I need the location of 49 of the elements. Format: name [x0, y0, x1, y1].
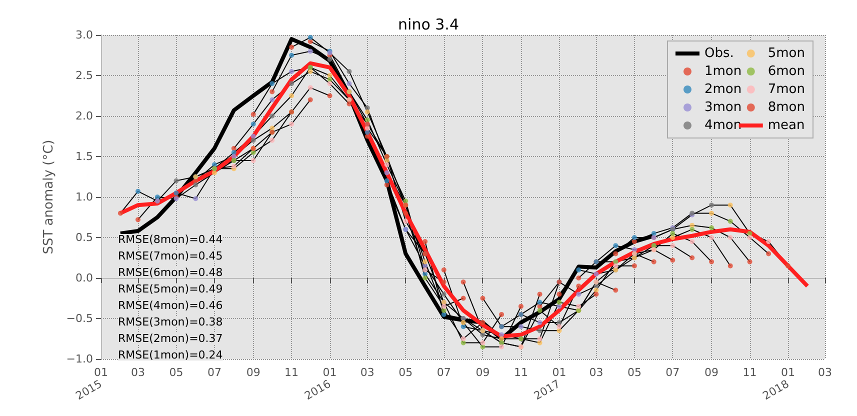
y-tick-label: 2.0 — [76, 110, 93, 122]
annotation: RMSE(6mon)=0.48 — [118, 266, 223, 279]
x-tick-label: 01 — [781, 366, 796, 379]
legend-label: 2mon — [704, 82, 742, 97]
x-tick-label: 01 — [552, 366, 566, 379]
x-tick-label: 07 — [436, 366, 451, 379]
x-tick-label: 03 — [589, 366, 604, 379]
x-tick-label: 09 — [704, 366, 719, 379]
x-tick-label: 03 — [360, 366, 374, 379]
y-tick-label: −1.0 — [66, 352, 93, 366]
x-tick-label: 09 — [246, 366, 260, 379]
y-tick-label: 2.5 — [76, 69, 93, 82]
legend-label: mean — [768, 118, 805, 133]
y-tick-label: 3.0 — [76, 28, 93, 42]
annotation: RMSE(7mon)=0.45 — [118, 250, 223, 262]
x-tick-label: 11 — [514, 366, 528, 379]
x-tick-label: 05 — [627, 366, 642, 379]
x-tick-label: 11 — [742, 366, 757, 379]
legend-label: Obs. — [704, 46, 734, 61]
legend-label: 4mon — [704, 118, 742, 133]
annotation: RMSE(3mon)=0.38 — [118, 316, 223, 328]
x-tick-label: 03 — [818, 366, 832, 379]
x-tick-label: 07 — [207, 366, 222, 379]
legend-label: 8mon — [768, 100, 806, 115]
y-tick-label: 0.0 — [76, 272, 93, 284]
x-tick-label: 11 — [284, 366, 299, 379]
legend-label: 5mon — [768, 46, 806, 61]
x-tick-label: 01 — [94, 366, 108, 379]
annotation: RMSE(5mon)=0.49 — [118, 282, 223, 296]
annotation: RMSE(8mon)=0.44 — [118, 233, 223, 246]
annotation: RMSE(2mon)=0.37 — [118, 332, 223, 345]
x-tick-label: 07 — [666, 366, 680, 379]
legend-label: 1mon — [704, 64, 742, 79]
chart-title: nino 3.4 — [398, 16, 459, 34]
x-tick-label: 05 — [398, 366, 413, 379]
y-tick-label: 0.5 — [76, 231, 93, 244]
annotation: RMSE(4mon)=0.46 — [118, 299, 223, 312]
x-tick-label: 05 — [169, 366, 184, 379]
y-tick-label: −0.5 — [66, 312, 93, 325]
legend-label: 6mon — [768, 64, 806, 79]
annotation: RMSE(1mon)=0.24 — [118, 348, 223, 362]
x-tick-label: 01 — [322, 366, 337, 379]
y-axis-title: SST anomaly (°C) — [41, 140, 56, 254]
y-tick-label: 1.5 — [76, 150, 93, 163]
x-tick-label: 09 — [476, 366, 490, 379]
y-tick-label: 1.0 — [76, 190, 93, 204]
legend-label: 7mon — [768, 82, 806, 97]
x-tick-label: 03 — [130, 366, 145, 379]
legend-label: 3mon — [704, 100, 742, 115]
